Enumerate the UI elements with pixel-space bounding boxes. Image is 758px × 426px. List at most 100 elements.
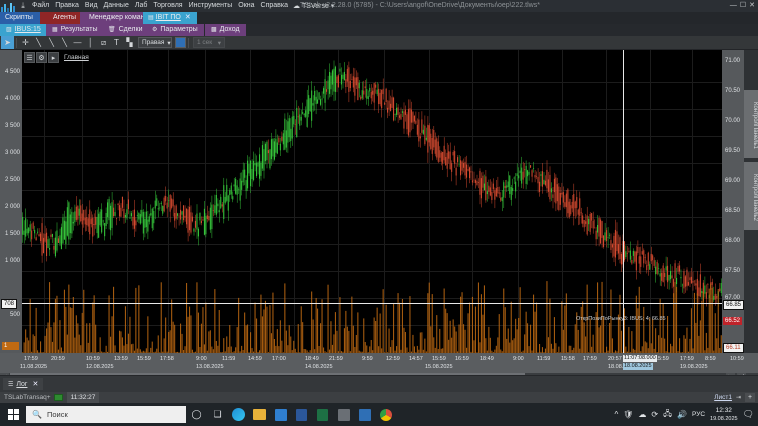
edge-icon[interactable]: [228, 403, 249, 426]
drawing-toolbar: ➤ ✛ ╲ ╲ ╲ — │ ⧄ T ▚ Правая ▾ 1 сек ▾: [0, 36, 758, 50]
tab-parameters[interactable]: ⚙ Параметры: [146, 24, 204, 36]
maximize-button[interactable]: ☐: [739, 2, 747, 9]
tab-deals[interactable]: 🗑 Сделки: [102, 24, 149, 36]
language-indicator[interactable]: РУС: [692, 411, 706, 418]
time-tick: 15:59: [655, 356, 669, 362]
timeframe-select[interactable]: 1 сек ▾: [193, 37, 225, 48]
price-axis[interactable]: 71.00 70.50 70.00 69.50 69.00 68.50 68.0…: [722, 50, 745, 353]
menu-item-tools[interactable]: Инструменты: [188, 2, 233, 9]
chart-menu-icon[interactable]: ☰: [24, 52, 35, 63]
chevron-up-icon[interactable]: ^: [614, 410, 619, 419]
taskbar-clock[interactable]: 12:32 19.08.2025: [710, 407, 738, 423]
text-tool-icon[interactable]: T: [114, 38, 119, 47]
tslab-logo-icon: [1, 1, 15, 12]
chart-tab-label[interactable]: Главная: [64, 54, 89, 61]
price-tick: 67.00: [725, 295, 741, 301]
price-tick: 69.00: [725, 178, 741, 184]
close-icon[interactable]: ✕: [32, 381, 39, 388]
crosshair-icon[interactable]: ✛: [22, 38, 29, 47]
cloud-icon[interactable]: ☁: [638, 410, 647, 419]
time-tick: 12:59: [386, 356, 400, 362]
doc-tab-log[interactable]: ☰ Лог ✕: [3, 378, 44, 390]
tab-ibit-po[interactable]: ▤ IBIT ПО ✕: [143, 12, 197, 24]
gear-icon: ⚙: [152, 27, 158, 33]
trash-icon: 🗑: [108, 27, 116, 33]
color-swatch[interactable]: [175, 37, 186, 48]
side-panel-control-1[interactable]: КонтролПанель1: [744, 90, 758, 158]
volume-axis[interactable]: 4 500 4 000 3 500 3 000 2 500 2 000 1 50…: [0, 50, 22, 353]
date-tick: 15.08.2025: [425, 364, 453, 370]
close-button[interactable]: ✕: [749, 2, 755, 9]
time-axis[interactable]: 17:59 20:59 10:59 13:59 15:59 17:58 9:00…: [0, 353, 758, 373]
price-cursor-marker: 66.85: [723, 300, 745, 310]
tsverse-label: TSVerse: [302, 2, 329, 10]
cursor-icon[interactable]: ➤: [1, 36, 14, 49]
menu-item-trading[interactable]: Торговля: [153, 2, 183, 9]
trendline-icon[interactable]: ╲: [36, 38, 41, 47]
document-bar: ☰ Лог ✕: [0, 375, 758, 392]
channel-icon[interactable]: ⧄: [100, 37, 107, 47]
toolbar-divider: [16, 37, 17, 48]
app-icon[interactable]: [333, 403, 354, 426]
search-input[interactable]: 🔍 Поиск: [26, 406, 186, 423]
menu-item-lab[interactable]: Лаб: [134, 2, 148, 9]
cortana-icon[interactable]: ◯: [191, 409, 202, 419]
time-tick: 11:59: [222, 356, 236, 362]
network-icon[interactable]: 🖧: [663, 408, 673, 418]
close-icon[interactable]: ✕: [184, 14, 191, 21]
ray-line-icon[interactable]: ╲: [49, 38, 54, 47]
time-tick: 10:59: [86, 356, 100, 362]
primary-tab-bar: Скрипты Агенты Менеджер команд ▤ IBIT ПО…: [0, 12, 758, 24]
cursor-date-label: 18.08.2025: [623, 363, 653, 370]
chrome-icon[interactable]: [375, 403, 396, 426]
update-icon[interactable]: ⟳: [651, 410, 659, 419]
label-tool-icon[interactable]: ▚: [126, 38, 133, 47]
chart-settings-icon[interactable]: ⚙: [36, 52, 47, 63]
date-tick: 13.08.2025: [196, 364, 224, 370]
tab-ibit-po-label: IBIT ПО: [155, 14, 181, 21]
segment-line-icon[interactable]: ╲: [62, 38, 67, 47]
vertical-line-icon[interactable]: │: [88, 38, 93, 47]
windows-icon[interactable]: [0, 403, 26, 426]
menu-item-view[interactable]: Вид: [84, 2, 98, 9]
security-icon[interactable]: 🛡: [623, 410, 634, 419]
grid-icon: ▦: [52, 27, 58, 33]
menu-item-help[interactable]: Справка: [260, 2, 288, 9]
volume-tick: 3 500: [4, 123, 20, 129]
tsverse-menu[interactable]: ☁ TSVerse ▾: [291, 2, 336, 11]
add-sheet-button[interactable]: +: [745, 393, 755, 402]
scale-select-value: Правая: [142, 39, 165, 46]
notification-icon[interactable]: 🗨: [742, 409, 754, 419]
volume-min-marker: 1: [2, 342, 19, 350]
excel-icon[interactable]: [312, 403, 333, 426]
time-tick: 15:59: [137, 356, 151, 362]
tab-results[interactable]: ▦ Результаты: [46, 24, 104, 36]
chart-plot[interactable]: ОткрПозиПоРынку3: IBUS; 4; 66.85: [22, 50, 722, 353]
scale-select[interactable]: Правая ▾: [138, 37, 172, 48]
chart-expand-icon[interactable]: ▸: [48, 52, 59, 63]
word-icon[interactable]: [291, 403, 312, 426]
save-icon[interactable]: ⤓: [21, 1, 25, 10]
time-tick: 13:59: [114, 356, 128, 362]
side-panel-control-2[interactable]: КонтролПанель2: [744, 162, 758, 230]
pin-icon[interactable]: ⇥: [735, 395, 741, 401]
chevron-down-icon: ▾: [217, 39, 221, 47]
sheet-tab-list1[interactable]: Лист1: [714, 394, 732, 401]
search-icon: 🔍: [32, 410, 42, 419]
menu-item-file[interactable]: Файл: [32, 2, 50, 9]
menu-item-edit[interactable]: Правка: [55, 2, 79, 9]
tab-income[interactable]: ▩ Доход: [205, 24, 246, 36]
search-placeholder: Поиск: [46, 410, 68, 419]
volume-icon[interactable]: 🔊: [677, 410, 687, 419]
taskview-icon[interactable]: ❏: [213, 409, 222, 419]
menu-item-windows[interactable]: Окна: [238, 2, 255, 9]
menu-item-data[interactable]: Данные: [103, 2, 129, 9]
store-icon[interactable]: [270, 403, 291, 426]
tslab-icon[interactable]: [354, 403, 375, 426]
minimize-button[interactable]: —: [729, 2, 737, 9]
connection-status[interactable]: TSLabTransaq+: [0, 394, 67, 401]
horizontal-line-icon[interactable]: —: [73, 38, 82, 47]
time-tick: 15:59: [432, 356, 446, 362]
price-crosshair-horizontal: [22, 303, 722, 304]
explorer-icon[interactable]: [249, 403, 270, 426]
